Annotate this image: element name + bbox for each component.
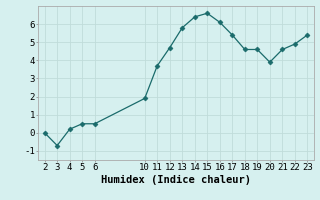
X-axis label: Humidex (Indice chaleur): Humidex (Indice chaleur) [101, 175, 251, 185]
